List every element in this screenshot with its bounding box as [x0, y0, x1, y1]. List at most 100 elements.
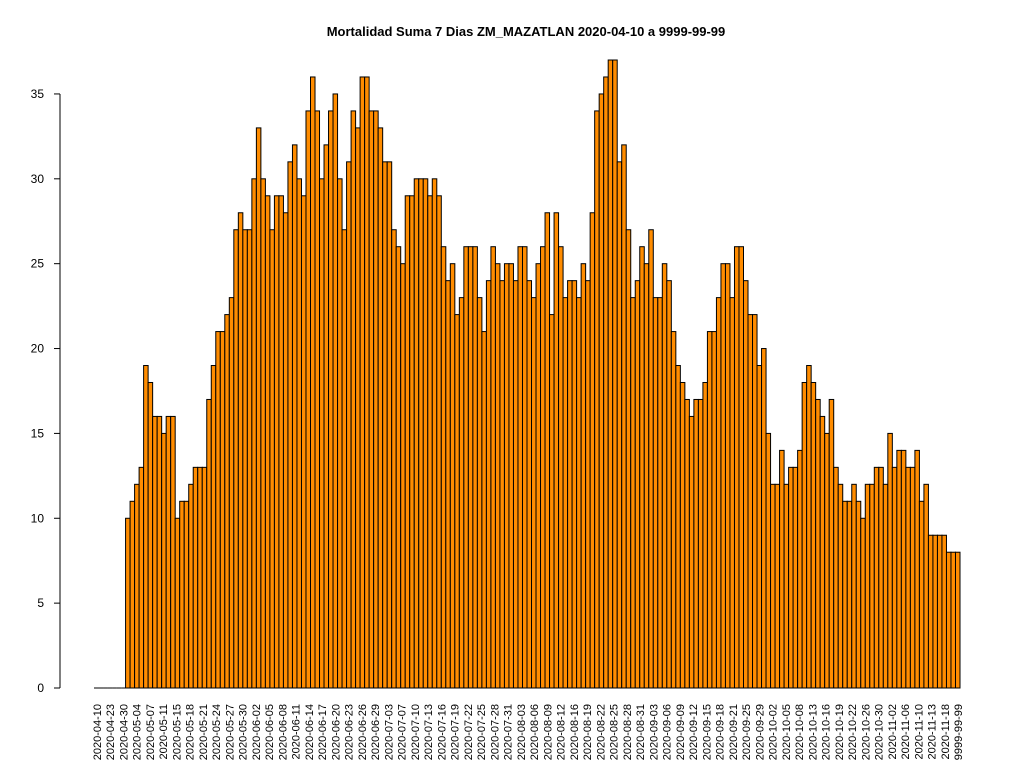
x-tick-label: 2020-05-21: [198, 704, 210, 760]
bar: [914, 449, 920, 689]
bar: [882, 483, 889, 689]
y-tick-label: 35: [31, 87, 45, 101]
bar: [562, 297, 569, 689]
bar: [905, 466, 911, 689]
bar: [752, 314, 758, 689]
y-tick-label: 20: [31, 342, 45, 356]
bar: [909, 466, 916, 689]
x-tick-label: 2020-07-07: [397, 704, 409, 760]
bar: [954, 551, 961, 689]
x-tick-label: 2020-10-13: [807, 704, 819, 760]
bar: [476, 297, 483, 689]
bar: [386, 161, 393, 689]
bar: [508, 263, 514, 689]
x-tick-label: 2020-07-31: [503, 704, 515, 760]
bar: [819, 415, 826, 689]
bar: [467, 246, 474, 689]
bar: [287, 161, 293, 689]
bar: [824, 432, 830, 689]
bar: [305, 110, 311, 689]
bar: [359, 76, 366, 689]
bar: [472, 246, 478, 689]
bar: [918, 500, 925, 689]
bar: [237, 212, 244, 689]
x-tick-label: 2020-11-13: [927, 704, 939, 759]
x-tick-label: 2020-09-15: [701, 704, 713, 760]
x-tick-label: 9999-99-99: [953, 704, 965, 760]
bar: [170, 415, 176, 689]
bar: [165, 415, 172, 689]
bar: [273, 195, 280, 689]
y-tick-label: 0: [37, 681, 44, 695]
bar: [246, 229, 253, 689]
bar: [125, 517, 131, 689]
bar: [765, 432, 772, 689]
bar: [567, 280, 573, 689]
bar: [806, 365, 812, 689]
bar: [833, 466, 839, 689]
bar: [941, 534, 947, 689]
bar: [436, 195, 442, 689]
x-tick-label: 2020-04-30: [119, 704, 131, 760]
bar: [201, 466, 208, 689]
x-tick-label: 2020-08-03: [516, 704, 528, 760]
bar: [350, 110, 357, 689]
bar: [621, 144, 627, 689]
x-tick-label: 2020-07-16: [436, 704, 448, 760]
x-tick-label: 2020-06-20: [330, 704, 342, 760]
bar: [860, 517, 866, 689]
x-tick-label: 2020-07-10: [410, 704, 422, 760]
x-tick-label: 2020-10-16: [821, 704, 833, 760]
bar: [670, 331, 677, 689]
bar: [544, 212, 551, 689]
bar: [652, 297, 659, 689]
bar: [440, 246, 447, 689]
bar: [571, 280, 578, 689]
bar: [310, 76, 316, 689]
bar: [526, 280, 533, 689]
bar: [783, 483, 790, 689]
x-tick-label: 2020-10-05: [781, 704, 793, 760]
y-tick-label: 25: [31, 257, 45, 271]
bar: [391, 229, 397, 689]
bar: [743, 280, 749, 689]
x-tick-label: 2020-05-30: [238, 704, 250, 760]
x-tick-label: 2020-05-24: [211, 704, 223, 760]
x-tick-label: 2020-08-06: [529, 704, 541, 760]
bar: [639, 246, 645, 689]
bar: [932, 534, 938, 689]
x-tick-label: 2020-06-29: [370, 704, 382, 760]
bar: [715, 297, 722, 689]
x-tick-label: 2020-10-08: [794, 704, 806, 760]
y-tick-label: 10: [31, 511, 45, 525]
x-tick-label: 2020-08-25: [609, 704, 621, 760]
bar: [900, 449, 907, 689]
bar: [887, 432, 893, 689]
bar: [458, 297, 465, 689]
x-tick-label: 2020-11-02: [887, 704, 899, 759]
bar: [192, 466, 199, 689]
bar: [183, 500, 190, 689]
bar: [603, 76, 609, 689]
bar: [648, 229, 654, 689]
bar: [346, 161, 352, 689]
bar: [179, 500, 185, 689]
bar: [224, 314, 230, 689]
x-tick-label: 2020-05-15: [172, 704, 184, 760]
bar: [846, 500, 853, 689]
x-tick-label: 2020-05-04: [132, 704, 144, 760]
y-tick-label: 15: [31, 426, 45, 440]
x-tick-label: 2020-10-26: [860, 704, 872, 760]
bar: [418, 178, 424, 689]
bar: [927, 534, 934, 689]
bar: [815, 398, 821, 689]
bar: [625, 229, 632, 689]
x-tick-label: 2020-09-25: [741, 704, 753, 760]
bar: [702, 381, 708, 689]
x-tick-label: 2020-10-19: [834, 704, 846, 760]
bar: [792, 466, 799, 689]
x-tick-label: 2020-07-22: [463, 704, 475, 760]
x-tick-label: 2020-05-07: [145, 704, 157, 760]
bar: [643, 263, 650, 689]
